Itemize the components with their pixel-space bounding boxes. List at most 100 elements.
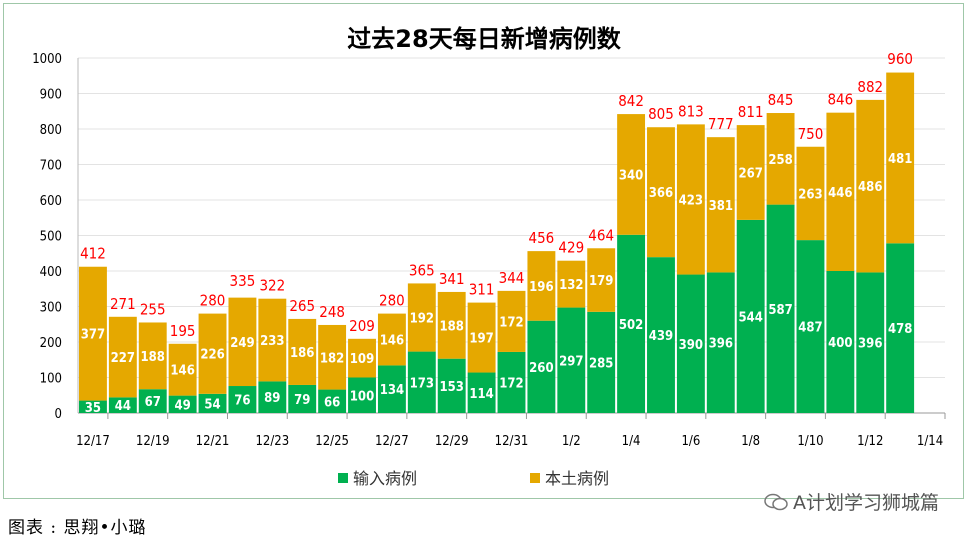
bar-local <box>228 297 257 387</box>
bar-imported <box>168 395 197 413</box>
bar-local <box>377 313 406 366</box>
total-label: 846 <box>827 91 853 109</box>
data-label: 114 <box>469 387 493 402</box>
bar-imported <box>736 219 765 413</box>
data-label: 179 <box>589 274 613 289</box>
y-tick-label: 1000 <box>32 52 62 67</box>
data-label: 192 <box>410 312 434 327</box>
data-label: 173 <box>410 376 434 391</box>
total-label: 335 <box>230 272 256 290</box>
total-label: 341 <box>439 270 465 288</box>
data-label: 381 <box>709 199 733 214</box>
total-label: 464 <box>588 226 614 244</box>
total-label: 280 <box>379 292 405 310</box>
data-label: 544 <box>738 310 762 325</box>
total-label: 429 <box>558 239 584 257</box>
y-tick-label: 300 <box>40 301 62 316</box>
data-label: 79 <box>294 393 310 408</box>
chart-title: 过去28天每日新增病例数 <box>347 25 621 53</box>
data-label: 146 <box>170 364 194 379</box>
data-label: 396 <box>858 337 882 352</box>
x-tick-label: 1/12 <box>857 434 883 449</box>
total-label: 750 <box>798 125 824 143</box>
bar-local <box>138 322 167 390</box>
bar-local <box>676 124 705 275</box>
x-tick-label: 1/8 <box>741 434 760 449</box>
data-label: 76 <box>234 394 250 409</box>
y-tick-label: 500 <box>40 230 62 245</box>
bar-local <box>318 324 347 390</box>
data-label: 396 <box>709 337 733 352</box>
bar-imported <box>796 240 825 413</box>
bar-imported <box>348 377 376 413</box>
bar-local <box>407 283 436 352</box>
bar-imported <box>706 272 735 413</box>
bar-imported <box>826 271 855 413</box>
data-label: 263 <box>798 187 822 202</box>
bar-local <box>198 313 227 394</box>
data-label: 44 <box>115 399 131 414</box>
bar-local <box>617 114 646 235</box>
y-tick-label: 600 <box>40 194 62 209</box>
data-label: 182 <box>320 351 344 366</box>
data-label: 486 <box>858 180 882 195</box>
total-label: 882 <box>857 78 883 96</box>
total-label: 209 <box>349 317 375 335</box>
total-label: 777 <box>708 115 734 133</box>
data-label: 197 <box>469 332 493 347</box>
y-tick-label: 700 <box>40 159 62 174</box>
data-label: 377 <box>81 328 105 343</box>
data-label: 478 <box>888 322 912 337</box>
data-label: 423 <box>679 193 703 208</box>
bar-local <box>467 302 496 373</box>
bar-imported <box>258 381 287 413</box>
watermark: A计划学习狮城篇 <box>763 488 939 515</box>
data-label: 481 <box>888 152 912 167</box>
data-label: 109 <box>350 352 374 367</box>
total-label: 195 <box>170 322 196 340</box>
bar-local <box>108 316 137 398</box>
data-label: 54 <box>204 397 220 412</box>
total-label: 248 <box>319 303 345 321</box>
watermark-text: A计划学习狮城篇 <box>793 492 939 514</box>
legend-label: 本土病例 <box>545 469 609 488</box>
bar-imported <box>617 234 646 413</box>
bar-local <box>557 260 586 308</box>
x-tick-label: 1/14 <box>917 434 943 449</box>
x-tick-label: 12/17 <box>76 434 110 449</box>
x-tick-label: 1/10 <box>797 434 823 449</box>
data-label: 134 <box>380 383 404 398</box>
x-tick-label: 1/2 <box>562 434 581 449</box>
wechat-icon <box>764 493 788 510</box>
data-label: 196 <box>529 280 553 295</box>
bar-local <box>647 127 675 258</box>
y-tick-label: 900 <box>40 88 62 103</box>
total-label: 845 <box>768 91 794 109</box>
data-label: 297 <box>559 354 583 369</box>
data-label: 188 <box>141 350 165 365</box>
bar-local <box>766 113 795 205</box>
data-label: 390 <box>679 338 703 353</box>
x-tick-label: 12/27 <box>375 434 409 449</box>
bar-local <box>706 137 735 273</box>
x-tick-label: 12/19 <box>136 434 170 449</box>
data-label: 186 <box>290 346 314 361</box>
x-tick-label: 12/29 <box>435 434 469 449</box>
bar-local <box>796 146 825 241</box>
bar-imported <box>527 320 556 413</box>
total-label: 265 <box>289 297 315 315</box>
total-label: 344 <box>499 269 525 287</box>
data-label: 487 <box>798 321 822 336</box>
y-tick-label: 100 <box>40 372 62 387</box>
total-label: 271 <box>110 295 136 313</box>
bar-local <box>527 251 556 321</box>
data-label: 100 <box>350 389 374 404</box>
data-label: 587 <box>768 303 792 318</box>
bar-local <box>826 112 855 271</box>
total-label: 365 <box>409 261 435 279</box>
legend-swatch <box>338 473 348 483</box>
y-tick-label: 200 <box>40 336 62 351</box>
bar-imported <box>228 386 257 413</box>
total-label: 311 <box>469 281 495 299</box>
chart-frame <box>3 3 964 499</box>
